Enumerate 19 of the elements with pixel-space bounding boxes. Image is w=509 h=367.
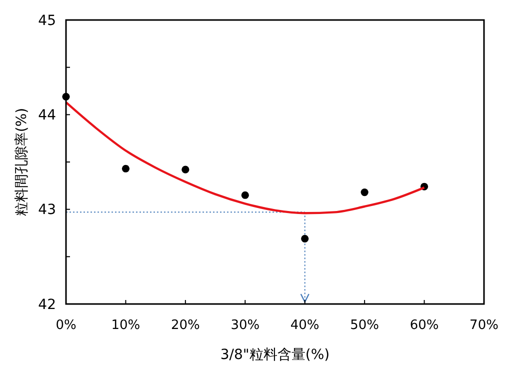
x-tick-label: 20% bbox=[170, 318, 200, 333]
y-tick-label: 44 bbox=[38, 108, 56, 124]
x-tick-label: 50% bbox=[350, 318, 380, 333]
point bbox=[241, 191, 249, 199]
point bbox=[122, 164, 130, 172]
y-axis-title: 粒料間孔隙率(%) bbox=[14, 108, 30, 216]
y-tick-label: 42 bbox=[38, 296, 56, 313]
point bbox=[301, 234, 309, 242]
x-tick-label: 70% bbox=[470, 318, 498, 333]
y-tick-label: 45 bbox=[38, 12, 56, 29]
x-tick-label: 0% bbox=[56, 318, 76, 333]
x-tick-label: 30% bbox=[230, 318, 260, 333]
x-tick-label: 60% bbox=[410, 318, 439, 333]
y-tick-label: 43 bbox=[38, 202, 56, 218]
x-tick-label: 40% bbox=[290, 318, 320, 333]
x-axis-title: 3/8"粒料含量(%) bbox=[220, 347, 330, 363]
point bbox=[360, 188, 368, 196]
point bbox=[182, 166, 190, 174]
x-tick-label: 10% bbox=[111, 318, 140, 333]
